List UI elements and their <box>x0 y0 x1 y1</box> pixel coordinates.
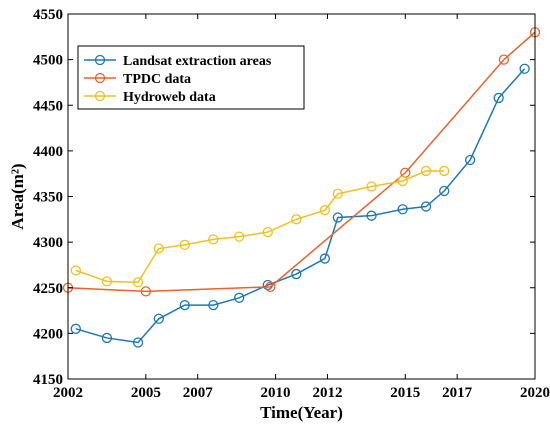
legend-label: Hydroweb data <box>123 90 216 105</box>
data-point <box>101 332 113 344</box>
data-point <box>332 188 343 199</box>
x-tick-label: 2002 <box>53 385 83 401</box>
legend-swatch-marker <box>94 54 106 66</box>
x-tick-label: 2010 <box>261 385 291 401</box>
x-tick-label: 2020 <box>520 385 550 401</box>
data-point <box>498 54 510 65</box>
x-tick-label: 2015 <box>390 385 420 401</box>
data-point <box>464 154 476 166</box>
data-point <box>420 165 432 177</box>
data-point <box>234 292 245 303</box>
data-point <box>291 214 302 225</box>
y-tick-label: 4500 <box>33 53 63 69</box>
x-tick-label: 2017 <box>442 385 473 401</box>
data-point <box>101 276 113 287</box>
legend-item: Landsat extraction areas <box>84 54 272 69</box>
data-point <box>70 323 81 334</box>
x-tick-label: 2012 <box>312 385 342 401</box>
data-point <box>439 165 450 177</box>
x-tick-label: 2005 <box>131 385 161 401</box>
data-point <box>291 268 302 280</box>
y-axis-label: Area(m²) <box>8 163 27 229</box>
y-tick-label: 4350 <box>33 190 63 206</box>
legend-swatch-marker <box>94 90 106 102</box>
data-point <box>366 210 377 221</box>
data-point <box>262 226 273 238</box>
y-tick-label: 4400 <box>33 144 63 160</box>
data-point <box>153 243 164 254</box>
data-point <box>420 201 432 212</box>
data-point <box>132 337 144 348</box>
y-tick-label: 4250 <box>33 281 63 297</box>
data-point <box>70 265 81 276</box>
x-axis-label: Time(Year) <box>260 403 343 422</box>
y-tick-label: 4300 <box>33 235 63 251</box>
y-tick-label: 4150 <box>33 372 63 388</box>
data-point <box>265 281 276 292</box>
y-tick-label: 4450 <box>33 98 63 114</box>
legend-item: Hydroweb data <box>84 90 216 105</box>
data-point <box>439 185 450 197</box>
y-tick-label: 4550 <box>33 7 63 23</box>
data-point <box>519 63 530 74</box>
x-tick-label: 2007 <box>183 385 214 401</box>
data-point <box>234 231 245 242</box>
y-tick-label: 4200 <box>33 326 63 342</box>
data-point <box>319 253 331 264</box>
data-point <box>153 313 164 324</box>
legend-label: TPDC data <box>123 72 191 87</box>
legend: Landsat extraction areas TPDC data Hydrowe… <box>77 45 305 110</box>
data-point <box>179 239 190 251</box>
data-point <box>319 205 331 216</box>
data-point <box>208 234 219 245</box>
legend-swatch-marker <box>94 72 106 84</box>
series-3 <box>70 165 450 288</box>
data-point <box>132 277 144 288</box>
data-point <box>208 299 219 311</box>
series-line <box>67 31 536 293</box>
data-point <box>397 175 408 187</box>
data-point <box>332 212 343 223</box>
data-point <box>366 181 377 192</box>
legend-item: TPDC data <box>84 72 191 87</box>
series-layer <box>62 27 541 348</box>
data-point <box>397 204 408 215</box>
series-line <box>75 68 526 344</box>
axis-ticks: 2002 2005 2007 2010 2012 2015 2017 2020 4150 4200… <box>33 7 550 401</box>
legend-label: Landsat extraction areas <box>123 54 272 69</box>
data-point <box>140 286 151 297</box>
series-line <box>75 170 445 284</box>
data-point <box>493 92 504 104</box>
data-point <box>179 299 190 311</box>
